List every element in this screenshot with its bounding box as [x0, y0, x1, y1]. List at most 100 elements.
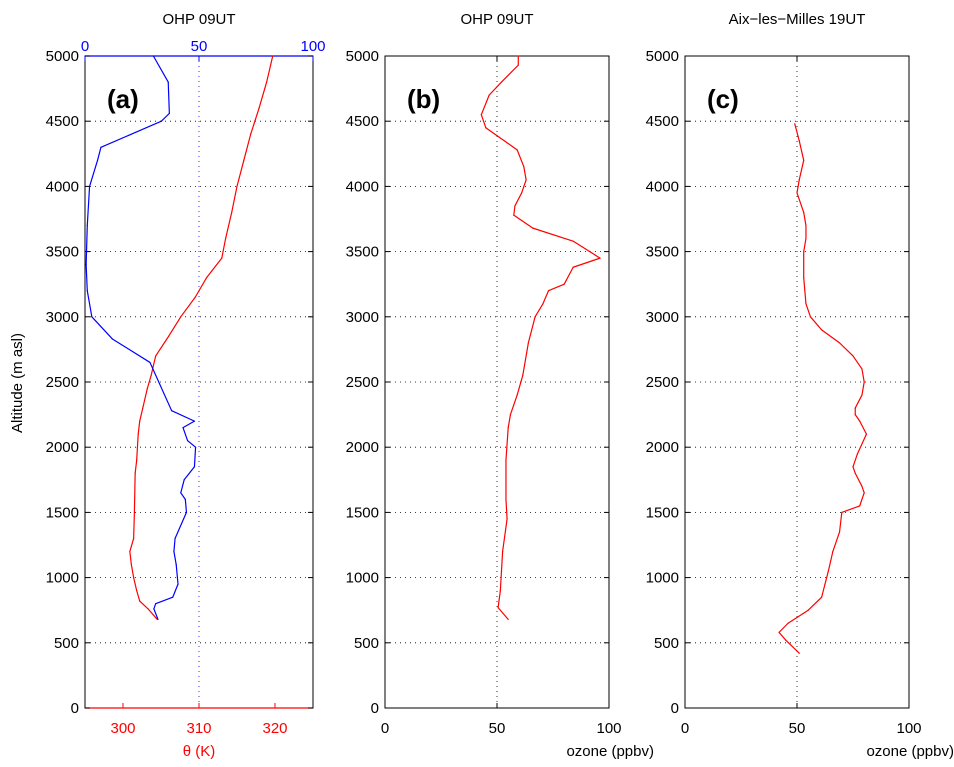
- data-point: [798, 652, 800, 654]
- data-point: [139, 600, 141, 602]
- data-point: [502, 550, 504, 553]
- data-point: [134, 472, 136, 474]
- data-point: [243, 159, 245, 161]
- data-point: [168, 335, 170, 337]
- chart-title: OHP 09UT: [460, 11, 533, 28]
- data-point: [824, 583, 826, 585]
- y-tick-label: 2000: [346, 439, 379, 456]
- x-tick-label: 0: [381, 720, 389, 737]
- data-point: [599, 257, 601, 259]
- x-tick-label: 50: [489, 720, 506, 737]
- series-line-theta: [129, 55, 274, 620]
- data-point: [193, 420, 196, 422]
- y-axis-label: Altitude (m asl): [9, 333, 26, 433]
- data-point: [155, 603, 157, 605]
- data-point: [527, 342, 529, 344]
- data-point: [152, 55, 154, 57]
- data-point: [803, 211, 805, 214]
- data-point: [517, 55, 519, 57]
- data-point: [861, 394, 863, 396]
- data-point: [250, 133, 252, 135]
- y-tick-label: 4000: [346, 178, 379, 195]
- data-point: [157, 618, 159, 620]
- data-point: [572, 240, 574, 242]
- y-tick-label: 3000: [46, 309, 79, 326]
- y-tick-label: 2500: [346, 374, 379, 391]
- data-point: [505, 498, 507, 500]
- series-points: [85, 55, 197, 620]
- data-point: [863, 381, 865, 383]
- y-tick-label: 0: [371, 700, 379, 717]
- data-point: [183, 479, 185, 481]
- data-point: [236, 185, 238, 187]
- y-tick-label: 4500: [346, 113, 379, 130]
- data-point: [859, 505, 861, 507]
- data-point: [521, 192, 523, 194]
- data-point: [194, 296, 196, 298]
- data-point: [506, 518, 508, 520]
- data-point: [563, 283, 565, 285]
- chart-title: OHP 09UT: [162, 11, 235, 28]
- data-point: [523, 166, 525, 168]
- y-tick-label: 2000: [646, 439, 679, 456]
- x-tick-label: 310: [186, 720, 211, 737]
- y-tick-label: 1000: [646, 570, 679, 587]
- y-tick-label: 3000: [346, 309, 379, 326]
- data-point: [803, 251, 805, 253]
- data-point: [497, 606, 499, 609]
- data-point: [803, 277, 805, 279]
- data-point: [803, 159, 805, 161]
- data-point: [167, 81, 169, 83]
- data-point: [177, 583, 179, 585]
- data-point: [185, 511, 188, 513]
- data-point: [821, 329, 823, 331]
- data-point: [525, 179, 527, 181]
- data-point: [859, 420, 861, 422]
- panel-b: 0500100015002000250030003500400045005000…: [346, 11, 654, 760]
- data-point: [542, 303, 544, 305]
- data-point: [150, 374, 152, 377]
- data-point: [231, 211, 233, 214]
- data-point: [516, 149, 518, 151]
- data-point: [547, 290, 550, 292]
- series-points: [480, 55, 601, 620]
- data-point: [821, 596, 823, 598]
- data-point: [861, 485, 863, 487]
- data-point: [534, 316, 536, 318]
- data-point: [796, 192, 798, 194]
- data-point: [794, 123, 796, 125]
- x-tick-label: 0: [681, 720, 689, 737]
- data-point: [480, 114, 482, 116]
- data-point: [96, 159, 99, 161]
- data-point: [485, 127, 487, 129]
- x-axis-label: ozone (ppbv): [866, 743, 954, 760]
- y-tick-label: 1000: [346, 570, 379, 587]
- x2-tick-label: 100: [300, 38, 325, 55]
- y-tick-label: 5000: [646, 48, 679, 65]
- data-point: [514, 205, 516, 207]
- data-point: [184, 498, 186, 500]
- y-tick-label: 0: [671, 700, 679, 717]
- data-point: [500, 570, 503, 572]
- data-point: [861, 368, 863, 370]
- data-point: [852, 466, 854, 468]
- series-points: [129, 55, 274, 620]
- y-tick-label: 1500: [346, 504, 379, 521]
- data-point: [517, 64, 519, 66]
- panel-c: 0500100015002000250030003500400045005000…: [646, 11, 954, 760]
- x2-tick-label: 0: [81, 38, 89, 55]
- data-point: [513, 214, 515, 216]
- y-tick-label: 1000: [46, 570, 79, 587]
- data-point: [160, 120, 162, 122]
- y-tick-label: 3500: [346, 244, 379, 261]
- data-point: [785, 639, 787, 641]
- data-point: [133, 577, 135, 579]
- data-point: [838, 531, 841, 533]
- y-tick-label: 4000: [46, 178, 79, 195]
- data-point: [532, 227, 534, 229]
- data-point: [91, 316, 93, 318]
- data-point: [798, 140, 800, 142]
- data-point: [852, 355, 854, 357]
- x-axis-label: θ (K): [183, 743, 216, 760]
